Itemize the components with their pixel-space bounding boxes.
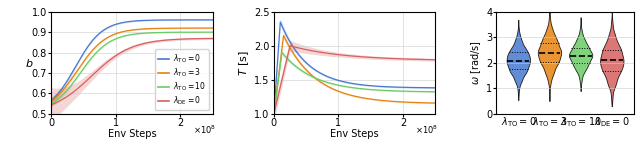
X-axis label: Env Steps: Env Steps [330,130,379,139]
Text: $\times 10^8$: $\times 10^8$ [415,124,438,137]
Y-axis label: $\omega$ [rad/s]: $\omega$ [rad/s] [470,40,483,85]
Text: $\times 10^8$: $\times 10^8$ [193,124,216,137]
Y-axis label: $b$: $b$ [24,57,33,69]
X-axis label: Env Steps: Env Steps [108,130,156,139]
Legend: $\lambda_{\mathrm{TO}} = 0$, $\lambda_{\mathrm{TO}} = 3$, $\lambda_{\mathrm{TO}}: $\lambda_{\mathrm{TO}} = 0$, $\lambda_{\… [155,49,209,110]
Y-axis label: $T$ [s]: $T$ [s] [237,50,252,76]
